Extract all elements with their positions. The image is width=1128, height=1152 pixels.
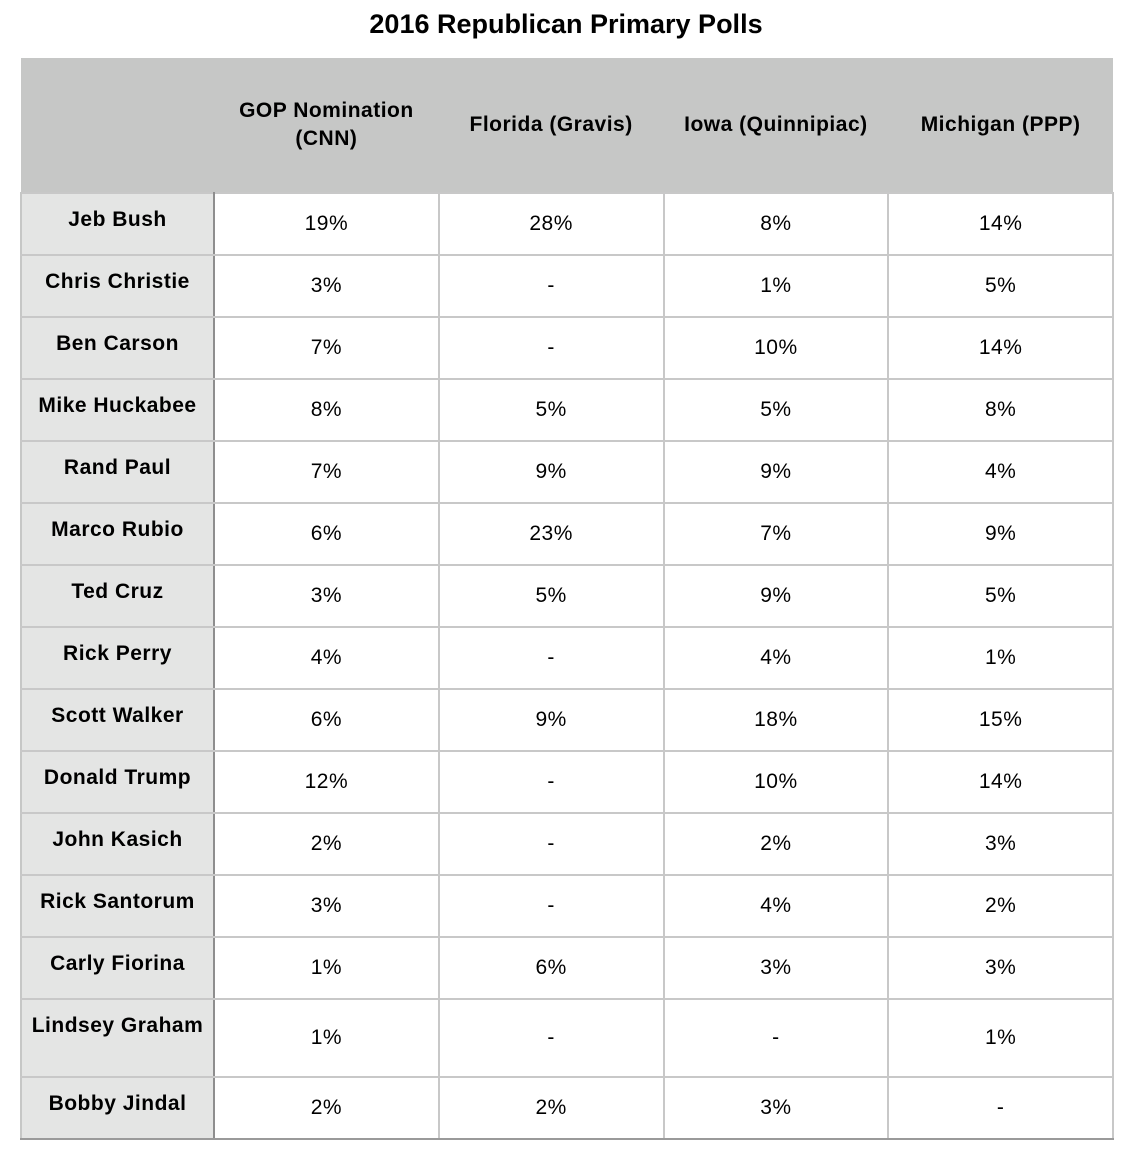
table-cell: 3% xyxy=(213,564,440,628)
table-cell: 1% xyxy=(213,998,440,1078)
table-cell: 3% xyxy=(887,936,1114,1000)
table-row: Carly Fiorina 1% 6% 3% 3% xyxy=(20,936,1114,1000)
table-cell: 5% xyxy=(437,564,665,628)
table-cell: 8% xyxy=(213,378,440,442)
row-header-candidate: Marco Rubio xyxy=(20,502,215,566)
corner-cell xyxy=(21,58,214,193)
table-row: Bobby Jindal 2% 2% 3% - xyxy=(20,1076,1114,1140)
table-cell: - xyxy=(437,998,665,1078)
table-cell: 28% xyxy=(437,192,665,256)
header-row: GOP Nomination (CNN) Florida (Gravis) Io… xyxy=(21,58,1113,193)
table-cell: 23% xyxy=(437,502,665,566)
table-cell: 4% xyxy=(213,626,440,690)
table-cell: 9% xyxy=(662,564,890,628)
column-header: Florida (Gravis) xyxy=(438,58,664,193)
table-cell: 9% xyxy=(437,688,665,752)
table-cell: 2% xyxy=(213,1076,440,1140)
table-cell: 2% xyxy=(437,1076,665,1140)
table-row: Marco Rubio 6% 23% 7% 9% xyxy=(20,502,1114,566)
table-cell: 9% xyxy=(437,440,665,504)
row-header-candidate: Bobby Jindal xyxy=(20,1076,215,1140)
table-cell: 5% xyxy=(887,254,1114,318)
table-cell: 1% xyxy=(887,626,1114,690)
table-cell: 3% xyxy=(213,874,440,938)
table-row: Jeb Bush 19% 28% 8% 14% xyxy=(20,192,1114,256)
row-header-candidate: Ben Carson xyxy=(20,316,215,380)
table-cell: 1% xyxy=(887,998,1114,1078)
table-cell: 2% xyxy=(662,812,890,876)
table-cell: 4% xyxy=(887,440,1114,504)
table-cell: 7% xyxy=(213,316,440,380)
row-header-candidate: Scott Walker xyxy=(20,688,215,752)
table-cell: 15% xyxy=(887,688,1114,752)
chart-title: 2016 Republican Primary Polls xyxy=(369,9,763,39)
table-cell: 2% xyxy=(887,874,1114,938)
table-cell: - xyxy=(437,750,665,814)
table-cell: 5% xyxy=(887,564,1114,628)
row-header-candidate: Chris Christie xyxy=(20,254,215,318)
table-cell: 5% xyxy=(662,378,890,442)
table-row: Donald Trump 12% -10% 14% xyxy=(20,750,1114,814)
table-cell: 3% xyxy=(887,812,1114,876)
table-row: Scott Walker 6% 9% 18% 15% xyxy=(20,688,1114,752)
table-cell: 1% xyxy=(662,254,890,318)
table-body: Jeb Bush 19% 28% 8% 14% Chris Christie 3% -1% 5%… xyxy=(20,192,1114,1140)
row-header-candidate: Mike Huckabee xyxy=(20,378,215,442)
column-header: GOP Nomination (CNN) xyxy=(214,58,439,193)
table-cell: 4% xyxy=(662,874,890,938)
table-cell: 14% xyxy=(887,316,1114,380)
table-cell: 6% xyxy=(213,502,440,566)
table-row: John Kasich 2% -2% 3% xyxy=(20,812,1114,876)
row-header-candidate: Lindsey Graham xyxy=(20,998,215,1078)
row-header-candidate: Jeb Bush xyxy=(20,192,215,256)
table-cell: 9% xyxy=(887,502,1114,566)
table-cell: 3% xyxy=(662,1076,890,1140)
table-row: Rick Perry 4% -4% 1% xyxy=(20,626,1114,690)
table-cell: 14% xyxy=(887,192,1114,256)
row-header-candidate: Ted Cruz xyxy=(20,564,215,628)
table-cell: 18% xyxy=(662,688,890,752)
table-cell: 14% xyxy=(887,750,1114,814)
table-cell: 4% xyxy=(662,626,890,690)
table-cell: 7% xyxy=(662,502,890,566)
table-cell: 6% xyxy=(213,688,440,752)
row-header-candidate: Rick Santorum xyxy=(20,874,215,938)
table-cell: 12% xyxy=(213,750,440,814)
table-cell: 2% xyxy=(213,812,440,876)
table-row: Rick Santorum 3% -4% 2% xyxy=(20,874,1114,938)
table-row: Mike Huckabee 8% 5% 5% 8% xyxy=(20,378,1114,442)
table-cell: - xyxy=(437,812,665,876)
row-header-candidate: Donald Trump xyxy=(20,750,215,814)
row-header-candidate: Rand Paul xyxy=(20,440,215,504)
table-cell: 5% xyxy=(437,378,665,442)
table-cell: 9% xyxy=(662,440,890,504)
table-cell: - xyxy=(662,998,890,1078)
table-cell: 1% xyxy=(213,936,440,1000)
table-cell: 6% xyxy=(437,936,665,1000)
polls-table: GOP Nomination (CNN) Florida (Gravis) Io… xyxy=(20,58,1114,1140)
table-cell: 10% xyxy=(662,316,890,380)
table-cell: - xyxy=(437,626,665,690)
row-header-candidate: Carly Fiorina xyxy=(20,936,215,1000)
table-cell: - xyxy=(437,316,665,380)
row-header-candidate: Rick Perry xyxy=(20,626,215,690)
table-row: Chris Christie 3% -1% 5% xyxy=(20,254,1114,318)
table-row: Ben Carson 7% -10% 14% xyxy=(20,316,1114,380)
table-cell: 8% xyxy=(887,378,1114,442)
table-row: Lindsey Graham 1% - -1% xyxy=(20,998,1114,1078)
table-cell: - xyxy=(437,254,665,318)
table-cell: 19% xyxy=(213,192,440,256)
table-cell: - xyxy=(437,874,665,938)
row-header-candidate: John Kasich xyxy=(20,812,215,876)
column-header: Iowa (Quinnipiac) xyxy=(663,58,889,193)
table-cell: 3% xyxy=(213,254,440,318)
table-row: Ted Cruz 3% 5% 9% 5% xyxy=(20,564,1114,628)
column-header: Michigan (PPP) xyxy=(888,58,1113,193)
table-cell: - xyxy=(887,1076,1114,1140)
table-cell: 7% xyxy=(213,440,440,504)
table-cell: 3% xyxy=(662,936,890,1000)
table-cell: 10% xyxy=(662,750,890,814)
table-row: Rand Paul 7% 9% 9% 4% xyxy=(20,440,1114,504)
table-cell: 8% xyxy=(662,192,890,256)
